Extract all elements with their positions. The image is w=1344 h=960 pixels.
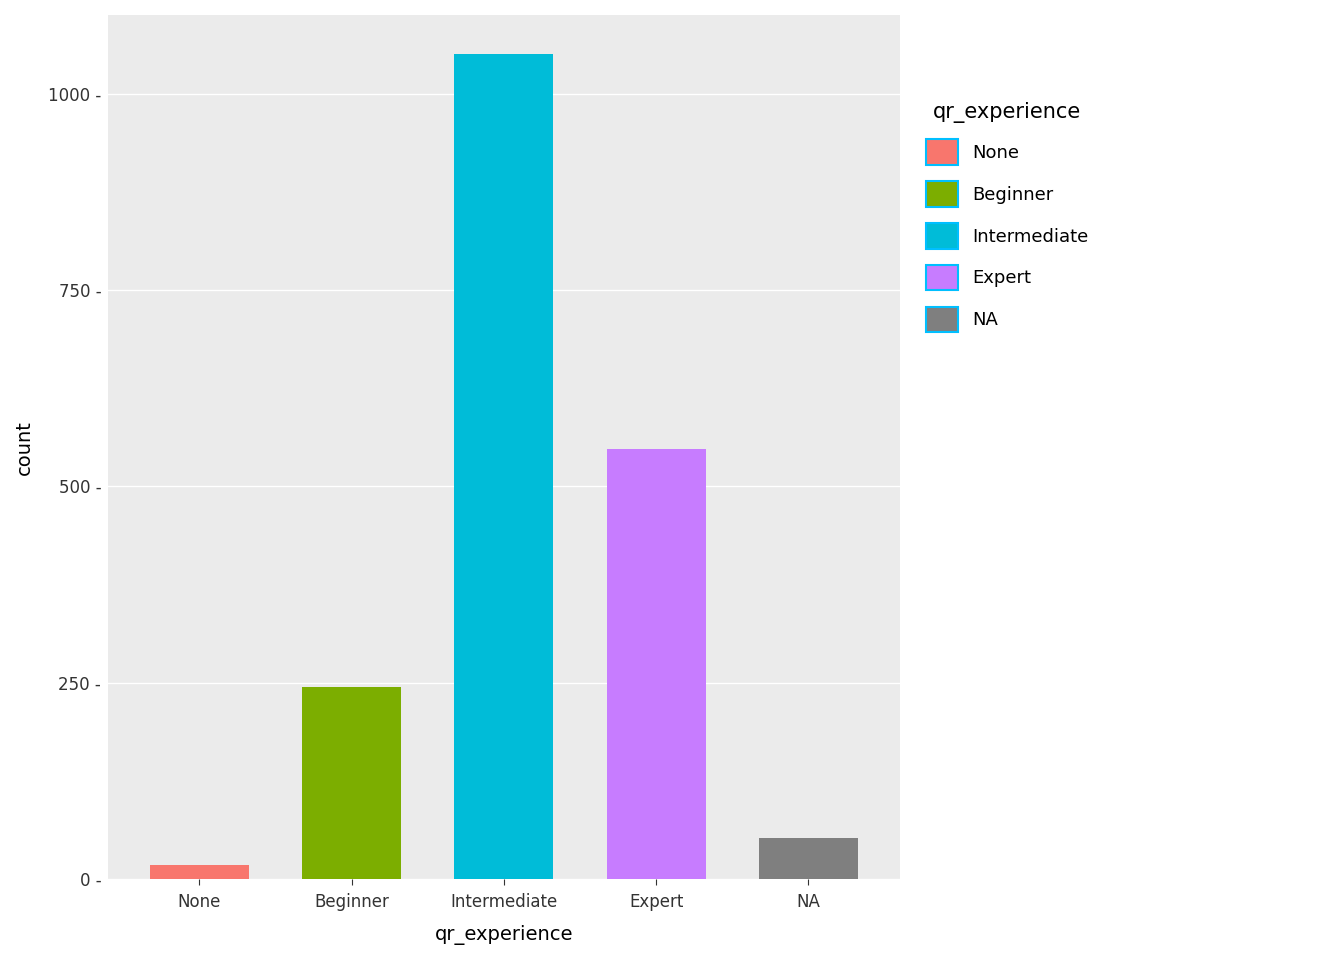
Bar <box>606 448 706 879</box>
Y-axis label: count: count <box>15 420 34 474</box>
Bar <box>454 55 554 879</box>
Bar <box>302 686 401 879</box>
X-axis label: qr_experience: qr_experience <box>434 925 573 945</box>
Legend: None, Beginner, Intermediate, Expert, NA: None, Beginner, Intermediate, Expert, NA <box>917 93 1098 341</box>
Bar <box>151 865 249 879</box>
Bar <box>759 838 857 879</box>
